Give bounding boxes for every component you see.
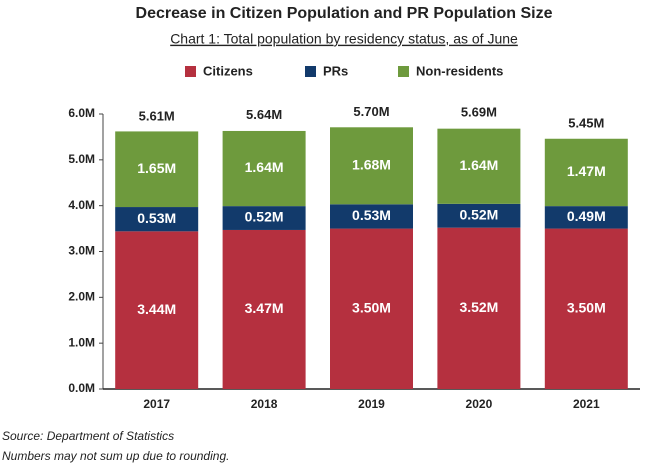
- value-label: 0.52M: [245, 209, 284, 225]
- value-label: 1.65M: [137, 160, 176, 176]
- bar-segment: [437, 227, 521, 389]
- legend-label: PRs: [323, 63, 348, 78]
- value-label: 3.50M: [567, 299, 606, 315]
- bar-segment: [330, 204, 413, 229]
- x-tick-label: 2020: [466, 397, 493, 411]
- value-label: 1.64M: [459, 157, 498, 173]
- value-label: 0.49M: [567, 208, 606, 224]
- legend-swatch: [398, 66, 409, 77]
- y-tick-label: 4.0M: [68, 198, 95, 212]
- note: Numbers may not sum up due to rounding.: [2, 449, 229, 463]
- value-label: 1.47M: [567, 163, 606, 179]
- source: Source: Department of Statistics: [2, 429, 174, 443]
- bar-segment: [544, 228, 628, 389]
- bar-segment: [330, 228, 413, 389]
- x-tick-label: 2017: [143, 397, 170, 411]
- bar-segment: [115, 207, 199, 232]
- bar-segment: [544, 138, 628, 207]
- y-tick-label: 0.0M: [68, 381, 95, 395]
- value-label: 1.68M: [352, 156, 391, 172]
- chart-subtitle: Chart 1: Total population by residency s…: [170, 31, 518, 47]
- value-label: 0.53M: [352, 207, 391, 223]
- x-tick-label: 2018: [251, 397, 278, 411]
- total-label: 5.45M: [568, 116, 604, 131]
- y-tick-label: 2.0M: [68, 290, 95, 304]
- x-tick-label: 2021: [573, 397, 600, 411]
- bar-segment: [115, 131, 199, 208]
- bar-segment: [222, 229, 306, 389]
- bar-segment: [437, 203, 521, 228]
- value-label: 0.53M: [137, 210, 176, 226]
- bar-segment: [437, 128, 521, 204]
- value-label: 3.47M: [245, 300, 284, 316]
- legend-label: Citizens: [203, 63, 253, 78]
- x-tick-label: 2019: [358, 397, 385, 411]
- value-label: 0.52M: [459, 206, 498, 222]
- value-label: 1.64M: [245, 159, 284, 175]
- y-tick-label: 3.0M: [68, 244, 95, 258]
- total-label: 5.69M: [461, 105, 497, 120]
- value-label: 3.50M: [352, 299, 391, 315]
- bar-segment: [330, 127, 413, 205]
- total-label: 5.61M: [139, 108, 175, 123]
- bar-segment: [544, 206, 628, 229]
- y-tick-label: 6.0M: [68, 106, 95, 120]
- y-tick-label: 1.0M: [68, 335, 95, 349]
- legend-swatch: [305, 66, 316, 77]
- legend-label: Non-residents: [416, 63, 503, 78]
- y-tick-label: 5.0M: [68, 152, 95, 166]
- bar-segment: [115, 231, 199, 389]
- total-label: 5.70M: [353, 104, 389, 119]
- value-label: 3.44M: [137, 301, 176, 317]
- chart-title: Decrease in Citizen Population and PR Po…: [136, 5, 553, 22]
- bar-segment: [222, 206, 306, 230]
- value-label: 3.52M: [459, 299, 498, 315]
- total-label: 5.64M: [246, 107, 282, 122]
- bar-segment: [222, 130, 306, 207]
- legend-swatch: [185, 66, 196, 77]
